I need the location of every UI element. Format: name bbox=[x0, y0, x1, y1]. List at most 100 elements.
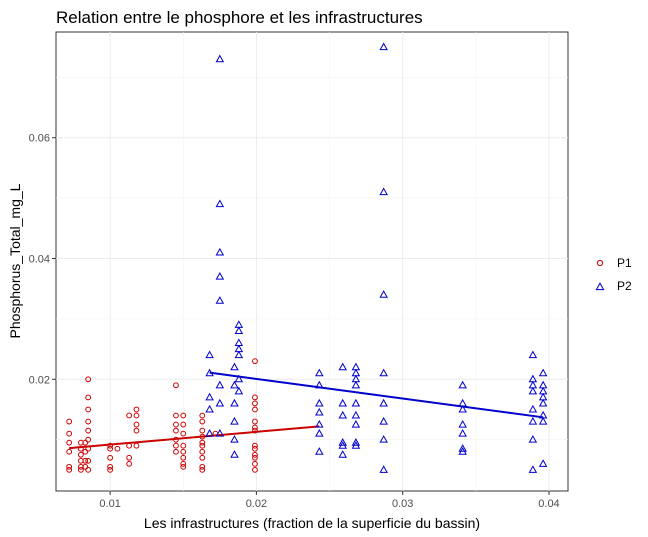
data-point-p2 bbox=[379, 416, 388, 425]
data-point-p2 bbox=[338, 450, 347, 458]
data-point-p1 bbox=[173, 412, 179, 419]
data-point-p1 bbox=[199, 433, 206, 440]
data-point-p1 bbox=[199, 412, 206, 419]
data-point-p1 bbox=[173, 427, 179, 434]
data-point-p1 bbox=[252, 400, 258, 407]
data-point-p1 bbox=[82, 448, 89, 455]
data-point-p2 bbox=[351, 438, 361, 446]
data-point-p1 bbox=[199, 448, 206, 455]
data-point-p2 bbox=[338, 398, 347, 407]
data-point-p1 bbox=[107, 466, 114, 473]
x-axis-title: Les infrastructures (fraction de la supe… bbox=[144, 515, 480, 531]
data-point-p1 bbox=[173, 382, 179, 389]
data-point-p1 bbox=[199, 418, 206, 425]
data-point-p1 bbox=[66, 439, 73, 446]
data-point-p1 bbox=[199, 463, 206, 470]
data-point-p2 bbox=[230, 450, 239, 458]
data-point-p1 bbox=[85, 427, 92, 434]
data-point-p1 bbox=[107, 463, 114, 470]
data-point-p1 bbox=[199, 466, 206, 473]
data-point-p2 bbox=[315, 419, 324, 428]
data-point-p2 bbox=[215, 199, 225, 208]
data-point-p1 bbox=[66, 466, 73, 473]
data-point-p1 bbox=[133, 421, 140, 428]
data-point-p1 bbox=[180, 463, 187, 470]
y-axis-title: Phosphorus_Total_mg_L bbox=[7, 183, 23, 338]
data-point-p2 bbox=[315, 429, 324, 437]
data-point-p1 bbox=[180, 442, 187, 449]
data-point-p1 bbox=[252, 358, 258, 365]
data-point-p1 bbox=[180, 454, 187, 461]
data-point-p1 bbox=[133, 412, 140, 419]
data-point-p1 bbox=[114, 445, 121, 452]
data-points bbox=[66, 42, 548, 473]
data-point-p2 bbox=[215, 247, 225, 256]
trend-line-p2 bbox=[209, 371, 544, 419]
data-point-p1 bbox=[85, 394, 92, 401]
data-point-p2 bbox=[215, 296, 225, 304]
data-point-p1 bbox=[77, 466, 84, 473]
data-point-p1 bbox=[252, 454, 258, 461]
data-point-p1 bbox=[173, 448, 179, 455]
data-point-p2 bbox=[234, 386, 244, 395]
x-tick-label: 0.02 bbox=[246, 498, 267, 510]
data-point-p1 bbox=[252, 424, 258, 431]
data-point-p2 bbox=[379, 465, 388, 473]
x-tick-label: 0.04 bbox=[538, 498, 559, 510]
data-point-p1 bbox=[199, 454, 206, 461]
data-point-p1 bbox=[82, 439, 89, 446]
data-point-p2 bbox=[458, 380, 467, 389]
data-point-p1 bbox=[66, 430, 73, 437]
data-point-p2 bbox=[230, 416, 239, 425]
data-point-p1 bbox=[133, 427, 140, 434]
data-point-p1 bbox=[66, 418, 73, 425]
data-point-p1 bbox=[85, 418, 92, 425]
y-tick-label: 0.04 bbox=[29, 253, 50, 265]
data-point-p1 bbox=[107, 445, 114, 452]
data-point-p1 bbox=[66, 448, 73, 455]
data-point-p1 bbox=[252, 427, 258, 434]
legend-key-p2 bbox=[595, 282, 605, 291]
data-point-p2 bbox=[528, 435, 538, 443]
data-point-p1 bbox=[252, 406, 258, 413]
data-point-p2 bbox=[379, 187, 388, 196]
data-point-p2 bbox=[458, 447, 467, 455]
data-point-p2 bbox=[234, 374, 244, 383]
data-point-p2 bbox=[234, 326, 244, 334]
data-point-p1 bbox=[85, 457, 92, 464]
data-point-p1 bbox=[85, 466, 92, 473]
data-point-p2 bbox=[338, 410, 347, 419]
data-point-p1 bbox=[199, 439, 206, 446]
data-point-p1 bbox=[85, 406, 92, 413]
data-point-p1 bbox=[107, 442, 114, 449]
data-point-p1 bbox=[252, 451, 258, 458]
data-point-p1 bbox=[133, 406, 140, 413]
data-point-p1 bbox=[133, 442, 140, 449]
axes: 0.01 0.02 0.03 0.04 0.02 0.04 0.06 bbox=[29, 133, 560, 510]
data-point-p1 bbox=[85, 376, 92, 383]
data-point-p1 bbox=[180, 412, 187, 419]
data-point-p2 bbox=[528, 386, 538, 395]
data-point-p2 bbox=[351, 441, 361, 449]
data-point-p2 bbox=[379, 368, 388, 377]
data-point-p1 bbox=[252, 442, 258, 449]
data-point-p1 bbox=[77, 445, 84, 452]
data-point-p2 bbox=[338, 438, 347, 446]
data-point-p2 bbox=[215, 54, 225, 63]
data-point-p2 bbox=[538, 416, 548, 425]
data-point-p2 bbox=[215, 380, 225, 389]
trend-lines bbox=[69, 371, 544, 450]
data-point-p2 bbox=[234, 350, 244, 359]
data-point-p2 bbox=[379, 435, 388, 443]
data-point-p2 bbox=[315, 398, 324, 407]
data-point-p1 bbox=[199, 442, 206, 449]
data-point-p2 bbox=[230, 380, 239, 389]
data-point-p2 bbox=[315, 447, 324, 455]
data-point-p2 bbox=[538, 459, 548, 467]
data-point-p2 bbox=[338, 441, 347, 449]
data-point-p2 bbox=[528, 465, 538, 473]
data-point-p2 bbox=[215, 271, 225, 280]
data-point-p1 bbox=[126, 442, 133, 449]
data-point-p2 bbox=[379, 42, 388, 51]
data-point-p1 bbox=[173, 436, 179, 443]
